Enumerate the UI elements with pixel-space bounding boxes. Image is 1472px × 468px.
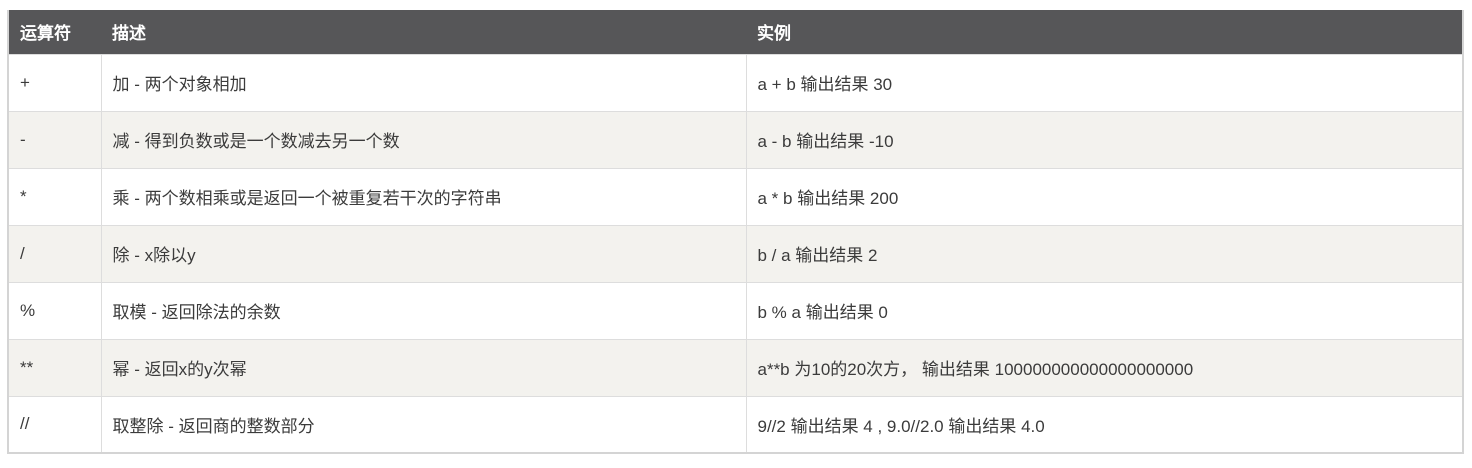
table-row: - 减 - 得到负数或是一个数减去另一个数 a - b 输出结果 -10 — [7, 110, 1464, 169]
operators-table: 运算符 描述 实例 + 加 - 两个对象相加 a + b 输出结果 30 - 减… — [7, 10, 1464, 454]
description-cell: 减 - 得到负数或是一个数减去另一个数 — [100, 110, 747, 169]
example-cell: a - b 输出结果 -10 — [745, 110, 1464, 169]
header-row: 运算符 描述 实例 — [8, 10, 1463, 54]
table-row: + 加 - 两个对象相加 a + b 输出结果 30 — [7, 53, 1464, 112]
column-header-description: 描述 — [101, 10, 746, 54]
table-row: % 取模 - 返回除法的余数 b % a 输出结果 0 — [7, 281, 1464, 340]
table-row: // 取整除 - 返回商的整数部分 9//2 输出结果 4 , 9.0//2.0… — [7, 395, 1464, 454]
description-cell: 除 - x除以y — [100, 224, 747, 283]
table-row: ** 幂 - 返回x的y次幂 a**b 为10的20次方， 输出结果 10000… — [7, 338, 1464, 397]
description-cell: 取整除 - 返回商的整数部分 — [100, 395, 747, 454]
example-cell: 9//2 输出结果 4 , 9.0//2.0 输出结果 4.0 — [745, 395, 1464, 454]
example-cell: b % a 输出结果 0 — [745, 281, 1464, 340]
example-cell: b / a 输出结果 2 — [745, 224, 1464, 283]
table-body: + 加 - 两个对象相加 a + b 输出结果 30 - 减 - 得到负数或是一… — [7, 53, 1464, 454]
description-cell: 幂 - 返回x的y次幂 — [100, 338, 747, 397]
description-cell: 取模 - 返回除法的余数 — [100, 281, 747, 340]
table-row: / 除 - x除以y b / a 输出结果 2 — [7, 224, 1464, 283]
operator-cell: / — [7, 224, 102, 283]
column-header-operator: 运算符 — [8, 10, 101, 54]
example-cell: a + b 输出结果 30 — [745, 53, 1464, 112]
column-header-example: 实例 — [746, 10, 1463, 54]
table-row: * 乘 - 两个数相乘或是返回一个被重复若干次的字符串 a * b 输出结果 2… — [7, 167, 1464, 226]
example-cell: a * b 输出结果 200 — [745, 167, 1464, 226]
operator-cell: * — [7, 167, 102, 226]
operator-cell: - — [7, 110, 102, 169]
operator-cell: % — [7, 281, 102, 340]
operator-cell: + — [7, 53, 102, 112]
table-header: 运算符 描述 实例 — [8, 10, 1463, 54]
description-cell: 加 - 两个对象相加 — [100, 53, 747, 112]
example-cell: a**b 为10的20次方， 输出结果 10000000000000000000… — [745, 338, 1464, 397]
operator-cell: // — [7, 395, 102, 454]
operator-cell: ** — [7, 338, 102, 397]
description-cell: 乘 - 两个数相乘或是返回一个被重复若干次的字符串 — [100, 167, 747, 226]
